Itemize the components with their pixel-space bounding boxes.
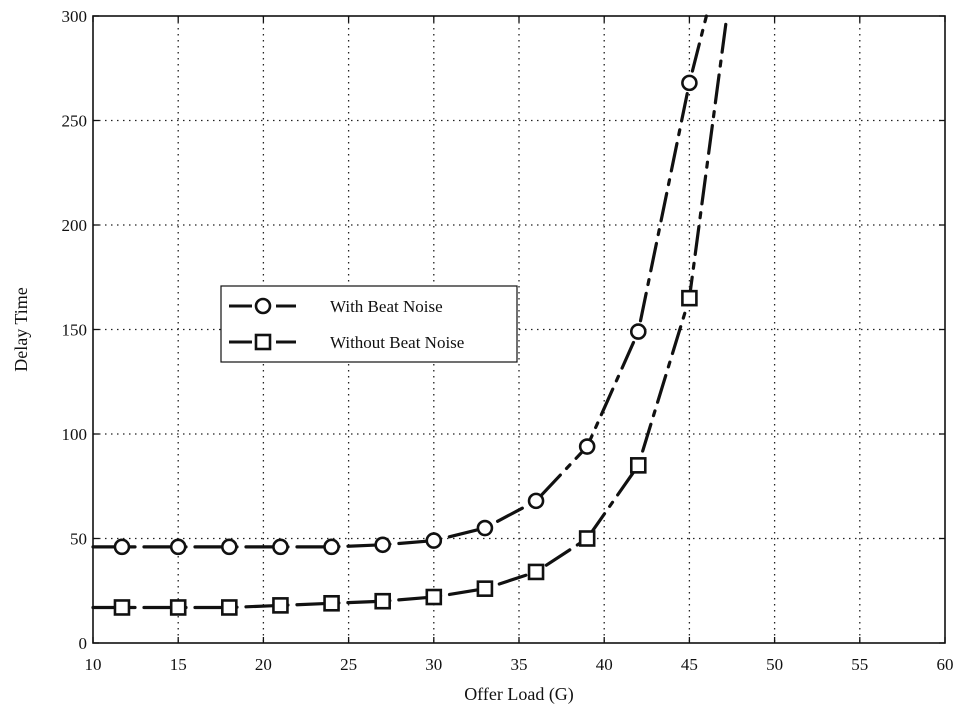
legend-label: With Beat Noise	[330, 297, 443, 316]
data-point	[323, 538, 340, 556]
series-line	[91, 14, 708, 549]
x-tick-label: 50	[766, 655, 783, 674]
y-tick-label: 300	[62, 7, 88, 26]
data-point	[169, 538, 187, 556]
x-axis: 10 15 20 25 30 35 40 45 50 55 60	[85, 16, 954, 674]
x-tick-label: 30	[425, 655, 442, 674]
legend-item: Without Beat Noise	[229, 333, 464, 352]
y-axis: 0 50 100 150 200 250 300	[62, 7, 945, 653]
data-point	[681, 74, 698, 92]
x-tick-label: 10	[85, 655, 102, 674]
data-point	[476, 580, 494, 597]
data-point	[254, 297, 272, 315]
x-tick-label: 35	[511, 655, 528, 674]
series-line	[91, 14, 729, 610]
data-point	[221, 538, 238, 556]
data-point	[425, 588, 443, 606]
y-tick-label: 0	[79, 634, 88, 653]
legend-item: With Beat Noise	[229, 297, 443, 316]
data-point	[425, 532, 443, 549]
y-tick-label: 150	[62, 321, 88, 340]
data-point	[254, 333, 272, 351]
series-with-beat-noise	[91, 14, 708, 556]
y-tick-label: 250	[62, 112, 88, 131]
data-point	[272, 597, 289, 614]
data-point	[323, 594, 340, 612]
data-point	[113, 538, 131, 556]
x-tick-label: 25	[340, 655, 357, 674]
x-axis-title: Offer Load (G)	[464, 684, 574, 705]
y-tick-label: 100	[62, 425, 88, 444]
x-tick-label: 15	[170, 655, 187, 674]
data-point	[629, 457, 647, 474]
x-tick-label: 45	[681, 655, 698, 674]
data-point	[629, 323, 647, 340]
y-tick-label: 50	[70, 530, 87, 549]
data-point	[374, 536, 391, 554]
data-point	[113, 599, 131, 616]
y-tick-label: 200	[62, 216, 88, 235]
x-tick-label: 20	[255, 655, 272, 674]
data-point	[527, 492, 545, 510]
y-axis-title: Delay Time	[11, 287, 31, 372]
legend: With Beat Noise Without Beat Noise	[220, 285, 518, 363]
data-point	[578, 530, 596, 547]
x-tick-label: 40	[596, 655, 613, 674]
series-layer	[91, 14, 729, 616]
data-point	[221, 599, 238, 616]
x-tick-label: 55	[851, 655, 868, 674]
data-point	[272, 538, 289, 556]
data-point	[527, 563, 545, 581]
data-point	[476, 519, 494, 537]
data-point	[578, 438, 596, 455]
data-point	[169, 599, 187, 616]
data-point	[374, 592, 391, 610]
x-tick-label: 60	[937, 655, 954, 674]
legend-label: Without Beat Noise	[330, 333, 464, 352]
series-without-beat-noise	[91, 14, 729, 616]
data-point	[681, 289, 698, 307]
